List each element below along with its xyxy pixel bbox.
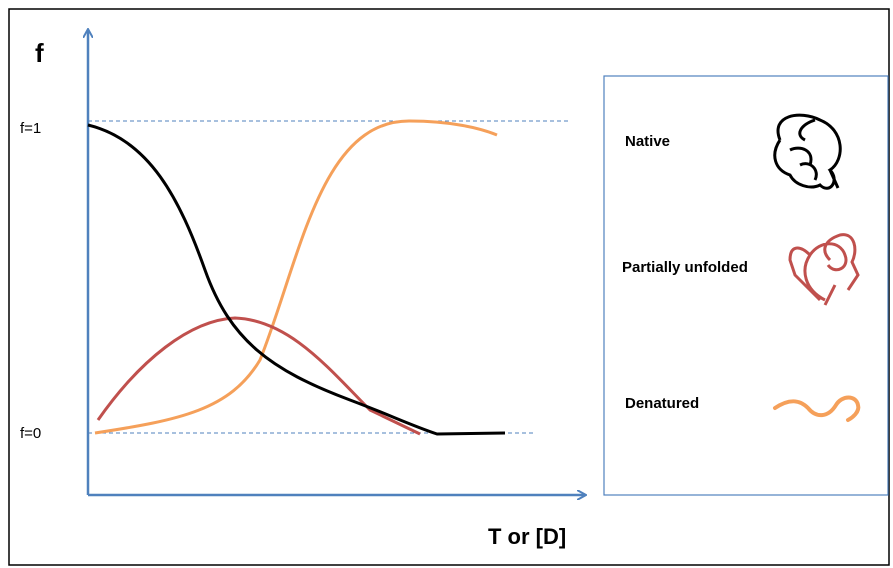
- diagram: f f=1 f=0 T or [D] Native Partially unfo…: [0, 0, 893, 568]
- y-top-label: f=1: [20, 120, 41, 137]
- y-bottom-label: f=0: [20, 425, 41, 442]
- legend-label: Partially unfolded: [622, 259, 748, 276]
- x-axis-label: T or [D]: [488, 524, 566, 549]
- legend-label: Denatured: [625, 395, 699, 412]
- y-axis-label: f: [35, 38, 44, 68]
- legend-label: Native: [625, 133, 670, 150]
